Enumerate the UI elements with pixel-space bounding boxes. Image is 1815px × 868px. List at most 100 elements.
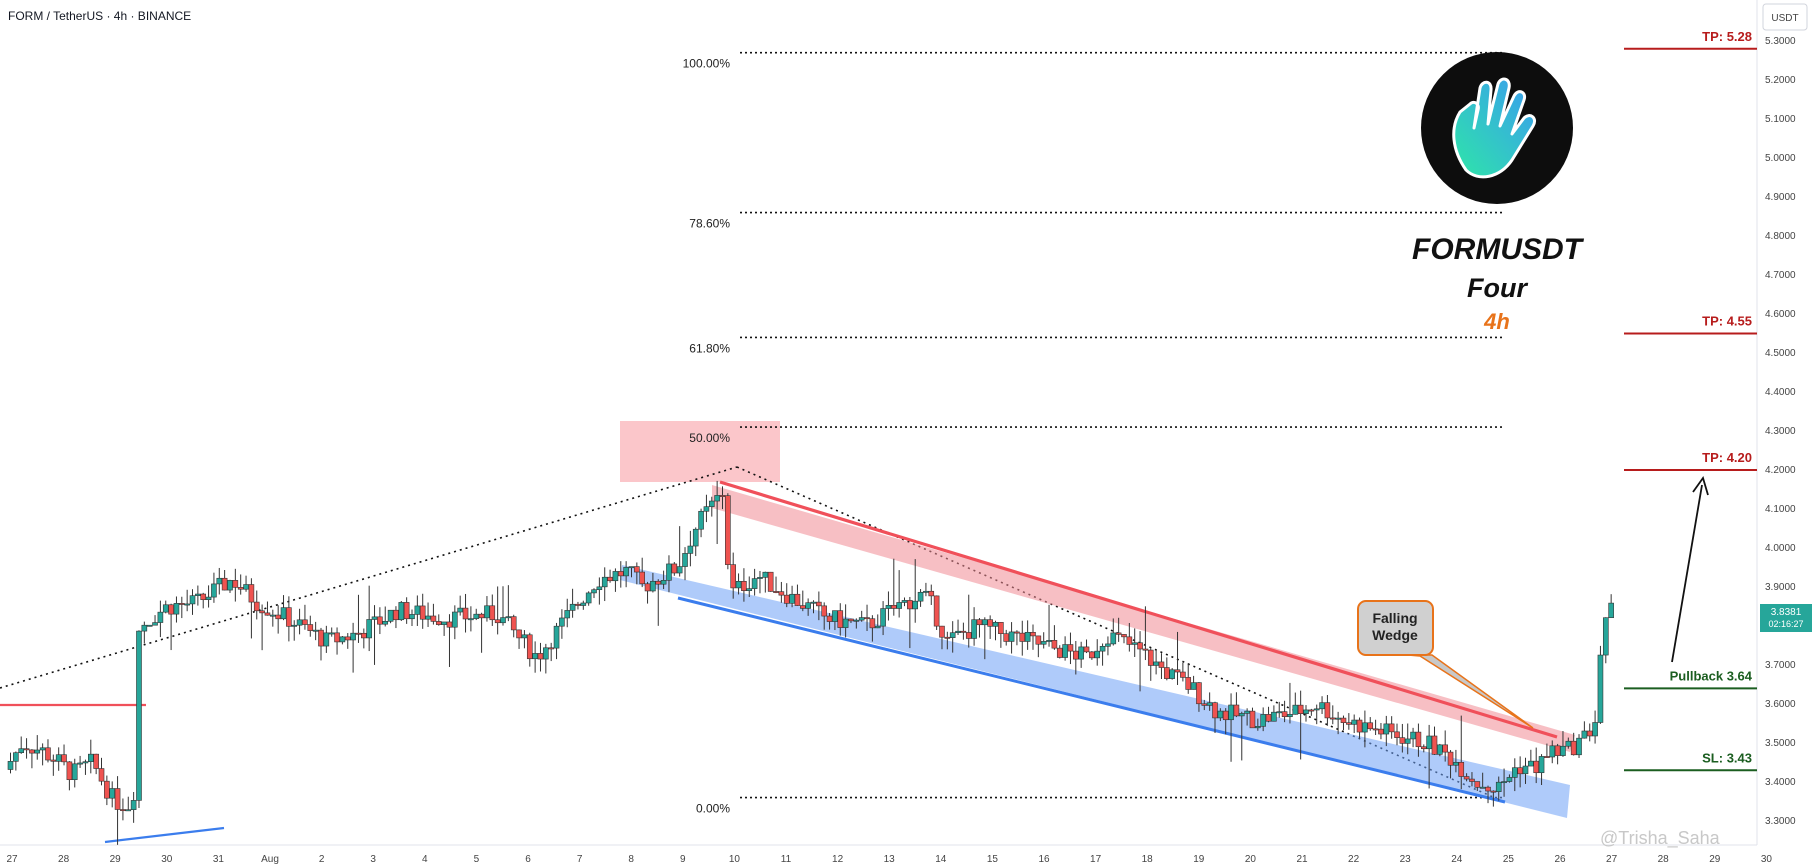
brand-title: FORMUSDT xyxy=(1412,233,1585,266)
candle-body xyxy=(1581,730,1588,739)
candle-body xyxy=(1469,778,1475,782)
target-level-label: TP: 4.20 xyxy=(1702,450,1752,465)
time-tick-label: 30 xyxy=(1761,854,1773,865)
candle-body xyxy=(976,619,983,626)
candle-body xyxy=(66,761,73,781)
candle-body xyxy=(1297,704,1304,714)
fib-level-label: 61.80% xyxy=(689,341,730,355)
candle-body xyxy=(414,605,421,615)
currency-badge[interactable] xyxy=(1762,3,1808,31)
candle-body xyxy=(93,753,99,769)
candle-body xyxy=(45,747,51,761)
candle-body xyxy=(109,788,116,799)
candle-body xyxy=(671,563,678,574)
candle-body xyxy=(1404,738,1411,744)
time-tick-label: 30 xyxy=(161,854,173,865)
candle-body xyxy=(564,610,571,619)
time-tick-label: 7 xyxy=(577,854,583,865)
candle-body xyxy=(1372,728,1379,731)
candle-body xyxy=(719,495,726,497)
candle-body xyxy=(307,624,314,631)
candle-body xyxy=(1260,714,1266,727)
candle-body xyxy=(708,500,715,507)
candle-body xyxy=(1570,740,1577,756)
candle-body xyxy=(644,583,651,592)
time-tick-label: 6 xyxy=(525,854,531,865)
candle-body xyxy=(1196,682,1202,705)
candle-body xyxy=(88,753,94,762)
candle-body xyxy=(1126,636,1133,645)
time-axis[interactable]: 27 28 29 30 31 Aug 2 3 4 5 6 7 8 9 10 11 12 13 14 15 16 17 18 1… xyxy=(6,854,1772,865)
candle-body xyxy=(580,602,587,606)
candle-body xyxy=(328,632,335,635)
candle-body xyxy=(334,632,340,643)
candle-body xyxy=(505,616,512,619)
candle-body xyxy=(698,510,704,530)
candle-body xyxy=(1212,702,1218,719)
candle-body xyxy=(1383,723,1390,735)
candle-body xyxy=(1078,646,1084,660)
time-tick-label: 14 xyxy=(935,854,947,865)
resistance-line xyxy=(719,480,1558,739)
candle-body xyxy=(917,591,924,602)
candle-body xyxy=(39,747,46,751)
falling-wedge-callout[interactable]: Falling Wedge xyxy=(1357,600,1534,729)
candle-body xyxy=(29,749,35,754)
candle-body xyxy=(853,619,860,622)
candle-body xyxy=(569,603,576,611)
price-tick-label: 4.2000 xyxy=(1765,465,1796,476)
candle-body xyxy=(1051,640,1058,649)
candle-body xyxy=(591,589,597,594)
candle-body xyxy=(1367,722,1374,730)
candle-body xyxy=(1362,722,1368,733)
support-line xyxy=(677,596,1506,804)
price-tick-label: 5.2000 xyxy=(1765,75,1796,86)
candle-body xyxy=(896,602,902,609)
candle-body xyxy=(1287,714,1293,718)
candle-body xyxy=(869,618,876,629)
candle-body xyxy=(1185,677,1192,690)
target-level-label: TP: 5.28 xyxy=(1702,29,1752,44)
candle-body xyxy=(1485,786,1491,792)
candle-body xyxy=(296,619,303,626)
candle-body xyxy=(751,578,758,589)
candle-body xyxy=(1094,650,1101,659)
candle-body xyxy=(237,587,244,590)
candle-body xyxy=(189,595,196,605)
time-tick-label: 21 xyxy=(1296,854,1308,865)
price-tick-label: 4.1000 xyxy=(1765,504,1796,515)
candle-body xyxy=(286,607,292,627)
candle-body xyxy=(157,611,164,623)
candle-body xyxy=(1164,667,1170,679)
candle-body xyxy=(1501,781,1507,784)
candle-body xyxy=(1592,722,1598,737)
candle-body xyxy=(1340,717,1347,723)
candle-body xyxy=(639,571,645,585)
candle-body xyxy=(1190,682,1197,690)
candle-body xyxy=(403,602,410,620)
candle-body xyxy=(826,615,833,622)
candle-body xyxy=(1292,704,1299,715)
resistance-channel xyxy=(712,485,1575,752)
candle-body xyxy=(1415,731,1422,748)
candle-body xyxy=(1549,745,1556,758)
candle-body xyxy=(452,611,458,628)
candle-body xyxy=(1238,713,1245,717)
fib-level-label: 50.00% xyxy=(689,431,730,445)
fib-level-label: 0.00% xyxy=(696,802,730,816)
candle-body xyxy=(692,528,699,547)
candle-body xyxy=(211,583,217,598)
candle-body xyxy=(1308,709,1315,712)
time-tick-label: 28 xyxy=(58,854,70,865)
time-tick-label: Aug xyxy=(261,854,279,865)
candle-body xyxy=(152,622,158,626)
callout-box xyxy=(1357,600,1434,656)
price-axis[interactable]: 5.3000 5.2000 5.1000 5.0000 4.9000 4.8000 4.70… xyxy=(1765,36,1796,827)
candle-body xyxy=(1463,776,1470,780)
candle-body xyxy=(1346,722,1352,725)
candle-body xyxy=(457,607,463,613)
candle-body xyxy=(34,749,41,754)
price-tick-label: 4.5000 xyxy=(1765,348,1796,359)
candle-body xyxy=(162,604,169,613)
